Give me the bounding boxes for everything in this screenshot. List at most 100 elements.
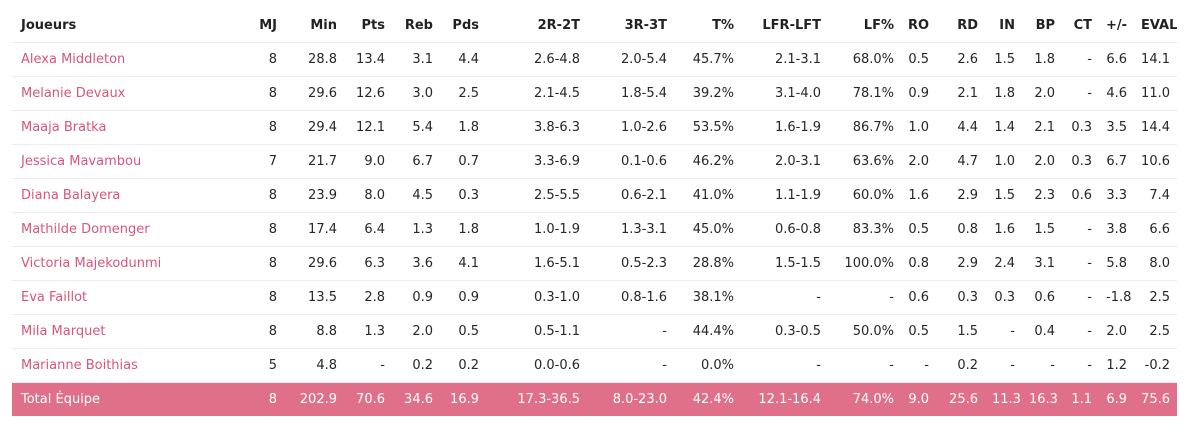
column-header-ro[interactable]: RO (901, 8, 936, 43)
cell-ro: 0.9 (901, 76, 936, 111)
cell-in: 1.8 (985, 76, 1022, 111)
cell-pds: 2.5 (440, 76, 486, 111)
cell-bp: 1.8 (1022, 42, 1062, 77)
cell-ro: 0.5 (901, 314, 936, 349)
cell-eval: -0.2 (1134, 348, 1177, 383)
column-header-bp[interactable]: BP (1022, 8, 1062, 43)
column-header-eval[interactable]: EVAL (1134, 8, 1177, 43)
column-header-t-pct[interactable]: T% (674, 8, 741, 43)
column-header-rd[interactable]: RD (936, 8, 985, 43)
cell-lfr-lft: - (741, 348, 828, 383)
cell-plus-minus: -1.8 (1099, 280, 1134, 315)
player-name-link[interactable]: Marianne Boithias (12, 348, 244, 383)
total-cell-eval: 75.6 (1134, 382, 1177, 416)
player-name-link[interactable]: Maaja Bratka (12, 110, 244, 145)
cell-lfr-lft: - (741, 280, 828, 315)
column-header-reb[interactable]: Reb (392, 8, 440, 43)
cell-rd: 4.4 (936, 110, 985, 145)
cell-min: 8.8 (284, 314, 344, 349)
cell-bp: 0.6 (1022, 280, 1062, 315)
table-row: Victoria Majekodunmi 8 29.6 6.3 3.6 4.1 1.6-5.… (12, 246, 1177, 281)
column-header-lfr-lft[interactable]: LFR-LFT (741, 8, 828, 43)
cell-3r-3t: 0.1-0.6 (587, 144, 674, 179)
cell-ct: 0.3 (1062, 110, 1099, 145)
table-row: Mathilde Domenger 8 17.4 6.4 1.3 1.8 1.0-1.9 1.… (12, 212, 1177, 247)
cell-in: - (985, 314, 1022, 349)
cell-pts: 9.0 (344, 144, 392, 179)
cell-min: 21.7 (284, 144, 344, 179)
table-row: Melanie Devaux 8 29.6 12.6 3.0 2.5 2.1-4.5 1.8-… (12, 76, 1177, 111)
cell-bp: 2.3 (1022, 178, 1062, 213)
column-header-in[interactable]: IN (985, 8, 1022, 43)
cell-reb: 3.6 (392, 246, 440, 281)
cell-2r-2t: 1.6-5.1 (486, 246, 587, 281)
column-header-name[interactable]: Joueurs (12, 8, 244, 43)
cell-bp: 2.0 (1022, 144, 1062, 179)
cell-lf-pct: 68.0% (828, 42, 901, 77)
column-header-pts[interactable]: Pts (344, 8, 392, 43)
cell-ct: - (1062, 212, 1099, 247)
cell-3r-3t: 1.0-2.6 (587, 110, 674, 145)
column-header-pds[interactable]: Pds (440, 8, 486, 43)
player-name-link[interactable]: Jessica Mavambou (12, 144, 244, 179)
player-name-link[interactable]: Mathilde Domenger (12, 212, 244, 247)
cell-pts: 1.3 (344, 314, 392, 349)
cell-min: 17.4 (284, 212, 344, 247)
cell-mj: 5 (244, 348, 284, 383)
column-header-plus-minus[interactable]: +/- (1099, 8, 1134, 43)
cell-3r-3t: - (587, 348, 674, 383)
cell-eval: 14.4 (1134, 110, 1177, 145)
cell-lf-pct: 86.7% (828, 110, 901, 145)
cell-t-pct: 38.1% (674, 280, 741, 315)
cell-reb: 3.1 (392, 42, 440, 77)
cell-rd: 0.8 (936, 212, 985, 247)
column-header-lf-pct[interactable]: LF% (828, 8, 901, 43)
cell-bp: 1.5 (1022, 212, 1062, 247)
cell-in: 1.5 (985, 178, 1022, 213)
total-cell-lfr-lft: 12.1-16.4 (741, 382, 828, 416)
cell-min: 13.5 (284, 280, 344, 315)
cell-pds: 0.5 (440, 314, 486, 349)
cell-lfr-lft: 2.0-3.1 (741, 144, 828, 179)
column-header-min[interactable]: Min (284, 8, 344, 43)
total-cell-pts: 70.6 (344, 382, 392, 416)
cell-ro: - (901, 348, 936, 383)
cell-pds: 0.9 (440, 280, 486, 315)
total-cell-reb: 34.6 (392, 382, 440, 416)
column-header-2r-2t[interactable]: 2R-2T (486, 8, 587, 43)
cell-pds: 1.8 (440, 110, 486, 145)
cell-plus-minus: 6.7 (1099, 144, 1134, 179)
column-header-mj[interactable]: MJ (244, 8, 284, 43)
player-name-link[interactable]: Mila Marquet (12, 314, 244, 349)
cell-pts: 6.4 (344, 212, 392, 247)
player-name-link[interactable]: Victoria Majekodunmi (12, 246, 244, 281)
table-row: Marianne Boithias 5 4.8-0.2 0.2 0.0-0.6-0.0%… (12, 348, 1177, 383)
cell-mj: 8 (244, 76, 284, 111)
cell-reb: 2.0 (392, 314, 440, 349)
cell-plus-minus: 3.5 (1099, 110, 1134, 145)
cell-lfr-lft: 0.3-0.5 (741, 314, 828, 349)
cell-t-pct: 28.8% (674, 246, 741, 281)
cell-lf-pct: 100.0% (828, 246, 901, 281)
cell-3r-3t: 0.6-2.1 (587, 178, 674, 213)
cell-pts: 6.3 (344, 246, 392, 281)
cell-mj: 8 (244, 246, 284, 281)
cell-eval: 7.4 (1134, 178, 1177, 213)
column-header-ct[interactable]: CT (1062, 8, 1099, 43)
column-header-3r-3t[interactable]: 3R-3T (587, 8, 674, 43)
player-name-link[interactable]: Alexa Middleton (12, 42, 244, 77)
cell-eval: 2.5 (1134, 314, 1177, 349)
cell-mj: 8 (244, 42, 284, 77)
cell-mj: 8 (244, 280, 284, 315)
cell-eval: 10.6 (1134, 144, 1177, 179)
player-name-link[interactable]: Melanie Devaux (12, 76, 244, 111)
cell-reb: 0.9 (392, 280, 440, 315)
cell-ct: 0.3 (1062, 144, 1099, 179)
player-name-link[interactable]: Eva Faillot (12, 280, 244, 315)
cell-eval: 11.0 (1134, 76, 1177, 111)
player-name-link[interactable]: Diana Balayera (12, 178, 244, 213)
cell-in: - (985, 348, 1022, 383)
cell-3r-3t: 0.5-2.3 (587, 246, 674, 281)
total-cell-rd: 25.6 (936, 382, 985, 416)
